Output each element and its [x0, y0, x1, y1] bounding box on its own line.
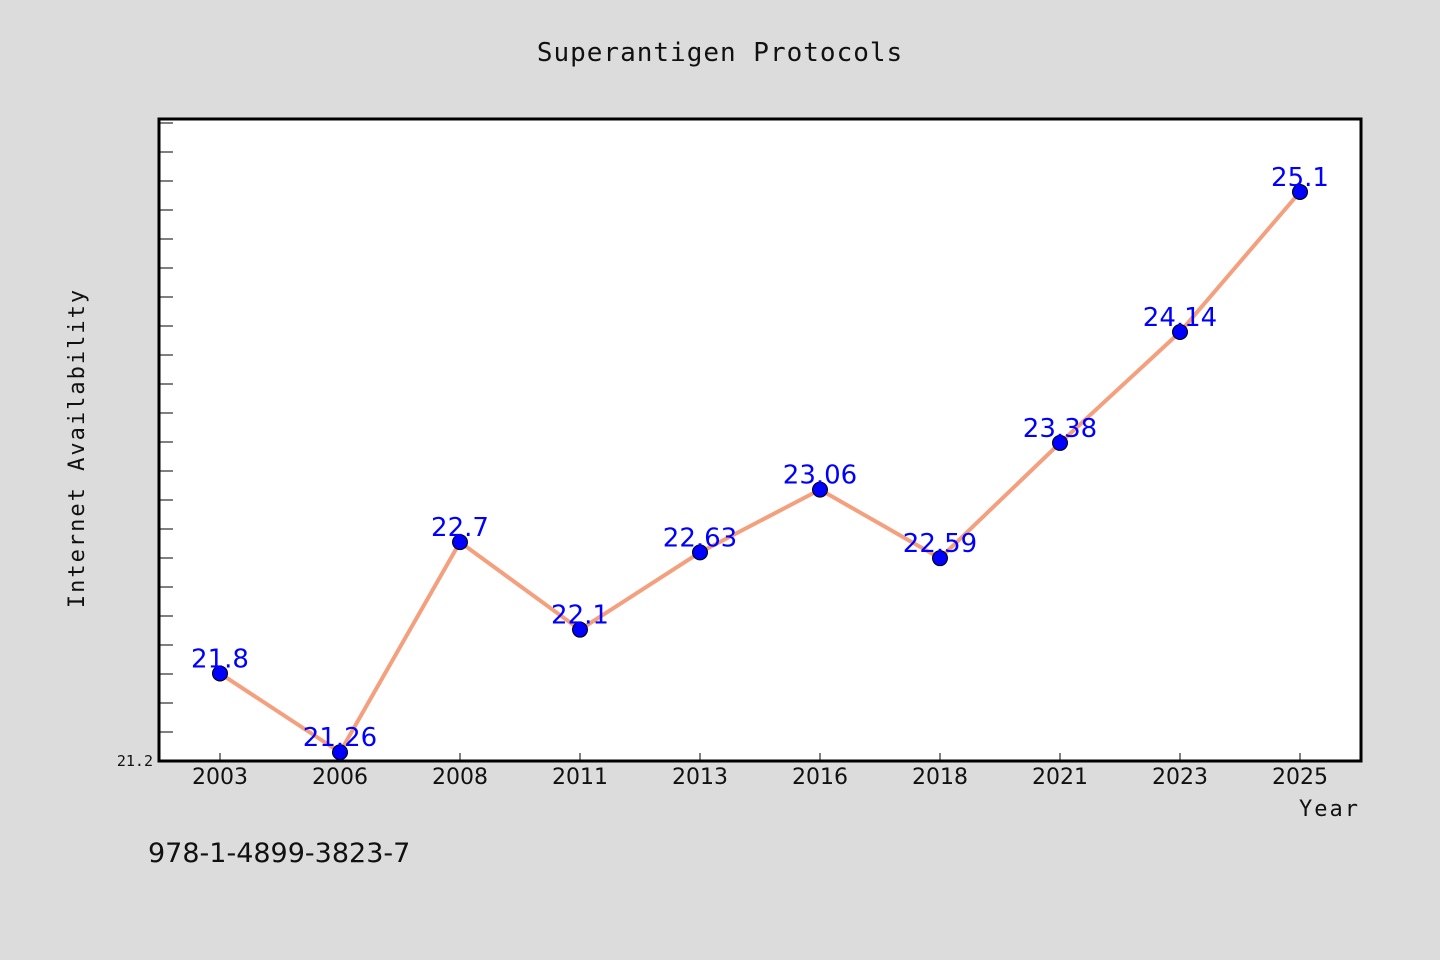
x-tick-label: 2013 [672, 765, 728, 790]
x-tick-label: 2023 [1152, 765, 1208, 790]
data-point [1052, 434, 1068, 451]
x-tick-label: 2003 [192, 765, 248, 790]
data-label: 22.59 [903, 529, 977, 559]
x-tick-label: 2016 [792, 765, 848, 790]
y-min-tick-label: 21.2 [117, 752, 153, 770]
data-point [1172, 324, 1188, 341]
data-point [932, 550, 948, 567]
x-tick-label: 2021 [1032, 765, 1088, 790]
data-markers [212, 183, 1308, 761]
data-point [1292, 183, 1308, 200]
x-tick-label: 2006 [312, 765, 368, 790]
data-point [332, 744, 348, 761]
data-label: 22.1 [551, 601, 609, 631]
data-point [812, 481, 828, 498]
data-point [572, 621, 588, 638]
data-labels: 21.8 21.26 22.7 22.1 22.63 23.06 22.59 23.38 24.… [191, 163, 1329, 753]
y-axis-label: Internet Availability [65, 288, 90, 608]
y-minor-ticks [159, 122, 173, 733]
series-line [218, 189, 1302, 755]
data-label: 25.1 [1271, 163, 1329, 193]
data-label: 23.38 [1023, 414, 1097, 444]
data-point [452, 534, 468, 551]
x-tick-label: 2008 [432, 765, 488, 790]
x-tick-label: 2025 [1272, 765, 1328, 790]
data-label: 24.14 [1143, 303, 1217, 333]
x-tick-label: 2018 [912, 765, 968, 790]
data-point [692, 544, 708, 561]
data-point [212, 665, 228, 682]
chart-title: Superantigen Protocols [537, 38, 903, 68]
data-label: 21.26 [303, 723, 377, 753]
x-tick-label: 2011 [552, 765, 608, 790]
data-label: 22.7 [431, 513, 489, 543]
data-label: 23.06 [783, 461, 857, 491]
data-label: 21.8 [191, 644, 249, 674]
x-axis-label: Year [1299, 797, 1360, 822]
isbn-footnote: 978-1-4899-3823-7 [148, 838, 410, 869]
plot-area [157, 117, 1363, 763]
x-tick-labels: 2003 2006 2008 2011 2013 2016 2018 2021 2023 2025 [192, 753, 1328, 790]
data-label: 22.63 [663, 523, 737, 553]
